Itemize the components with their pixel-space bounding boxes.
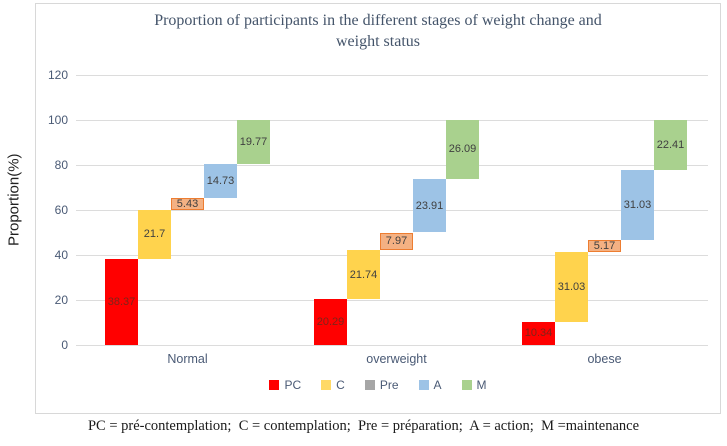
legend-swatch-pre: [364, 380, 375, 390]
bar-a-obese: 31.03: [621, 170, 654, 241]
bar-pre-overweight: 7.97: [380, 232, 413, 251]
bar-pc-obese: 10.34: [522, 321, 555, 345]
bar-value-label: 26.09: [448, 143, 477, 156]
legend-swatch-pc: [269, 380, 280, 390]
x-axis-label-overweight: overweight: [366, 352, 427, 366]
bar-value-label: 23.91: [415, 199, 444, 212]
bar-value-label: 38.37: [107, 295, 136, 308]
legend-label: PC: [284, 378, 302, 392]
y-axis-ticks: 0 20 40 60 80 100 120: [36, 68, 72, 352]
bar-a-overweight: 23.91: [413, 178, 446, 233]
plot-area: 38.37 21.7 5.43 14.73 19.77 20.29 21.74 7.97 23.…: [76, 75, 708, 346]
legend-item-pre: Pre: [364, 378, 399, 392]
bar-value-label: 20.29: [316, 316, 345, 329]
legend-label: A: [433, 378, 442, 392]
bar-value-label: 7.97: [385, 235, 408, 248]
legend-label: C: [336, 378, 345, 392]
bar-value-label: 21.74: [349, 268, 378, 281]
legend-item-c: C: [321, 378, 345, 392]
gridline-100: [76, 120, 708, 121]
bar-value-label: 21.7: [143, 228, 166, 241]
y-tick-100: 100: [47, 113, 68, 127]
legend-swatch-a: [418, 380, 429, 390]
bar-m-normal: 19.77: [237, 120, 270, 165]
x-axis-label-normal: Normal: [167, 352, 208, 366]
gridline-120: [76, 75, 708, 76]
legend-item-m: M: [461, 378, 487, 392]
bar-a-normal: 14.73: [204, 164, 237, 198]
x-axis-labels: Normal overweight obese: [76, 352, 708, 368]
y-tick-60: 60: [54, 203, 68, 217]
chart-area: Proportion of participants in the differ…: [35, 3, 721, 414]
bar-value-label: 10.34: [524, 327, 553, 340]
y-axis-title: Proportion(%): [5, 153, 23, 247]
gridline-20: [76, 300, 708, 301]
y-tick-120: 120: [47, 68, 68, 82]
chart-title-line-2: weight status: [336, 32, 420, 50]
bar-value-label: 5.43: [176, 197, 199, 210]
bar-m-overweight: 26.09: [446, 120, 479, 179]
footnote: PC = pré-contemplation; C = contemplatio…: [87, 418, 640, 434]
bar-value-label: 22.41: [656, 139, 685, 152]
y-tick-80: 80: [54, 158, 68, 172]
gridline-80: [76, 165, 708, 166]
legend-item-a: A: [418, 378, 442, 392]
bar-pre-normal: 5.43: [171, 197, 204, 210]
bar-c-obese: 31.03: [555, 251, 588, 322]
gridline-60: [76, 210, 708, 211]
chart-title-line-1: Proportion of participants in the differ…: [154, 12, 602, 29]
bar-value-label: 31.03: [623, 199, 652, 212]
chart-title: Proportion of participants in the differ…: [36, 11, 720, 53]
gridline-40: [76, 255, 708, 256]
bar-c-overweight: 21.74: [347, 250, 380, 300]
bar-c-normal: 21.7: [138, 209, 171, 259]
bar-value-label: 31.03: [557, 280, 586, 293]
bar-pc-overweight: 20.29: [314, 299, 347, 345]
legend-label: Pre: [379, 378, 399, 392]
bar-m-obese: 22.41: [654, 120, 687, 171]
legend-swatch-c: [321, 380, 332, 390]
bar-value-label: 5.17: [593, 240, 616, 253]
legend-swatch-m: [461, 380, 472, 390]
x-axis-label-obese: obese: [587, 352, 622, 366]
bar-pc-normal: 38.37: [105, 258, 138, 345]
y-tick-20: 20: [54, 293, 68, 307]
bar-pre-obese: 5.17: [588, 240, 621, 252]
gridline-0: [76, 345, 708, 346]
legend: PC C Pre A M: [36, 378, 720, 392]
bar-value-label: 19.77: [239, 136, 268, 149]
legend-label: M: [476, 378, 487, 392]
legend-item-pc: PC: [269, 378, 301, 392]
y-tick-40: 40: [54, 248, 68, 262]
bar-value-label: 14.73: [206, 175, 235, 188]
y-tick-0: 0: [61, 338, 68, 352]
